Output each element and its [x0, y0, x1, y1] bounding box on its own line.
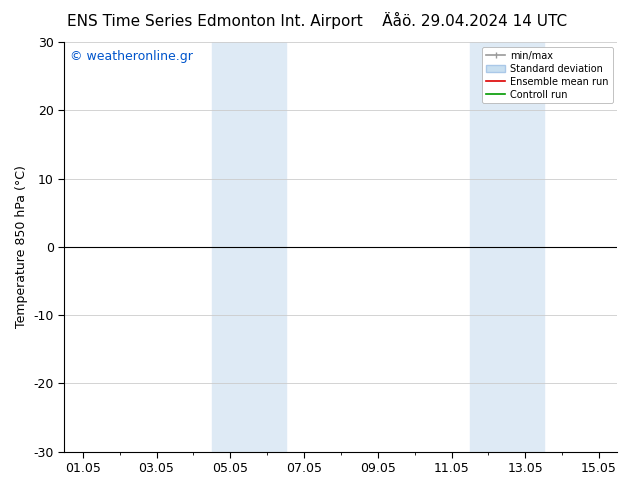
Bar	[212, 42, 285, 452]
Text: © weatheronline.gr: © weatheronline.gr	[70, 50, 193, 63]
Legend: min/max, Standard deviation, Ensemble mean run, Controll run: min/max, Standard deviation, Ensemble me…	[482, 47, 612, 103]
Y-axis label: Temperature 850 hPa (°C): Temperature 850 hPa (°C)	[15, 166, 28, 328]
Bar	[470, 42, 544, 452]
Text: ENS Time Series Edmonton Int. Airport    Äåö. 29.04.2024 14 UTC: ENS Time Series Edmonton Int. Airport Äå…	[67, 12, 567, 29]
